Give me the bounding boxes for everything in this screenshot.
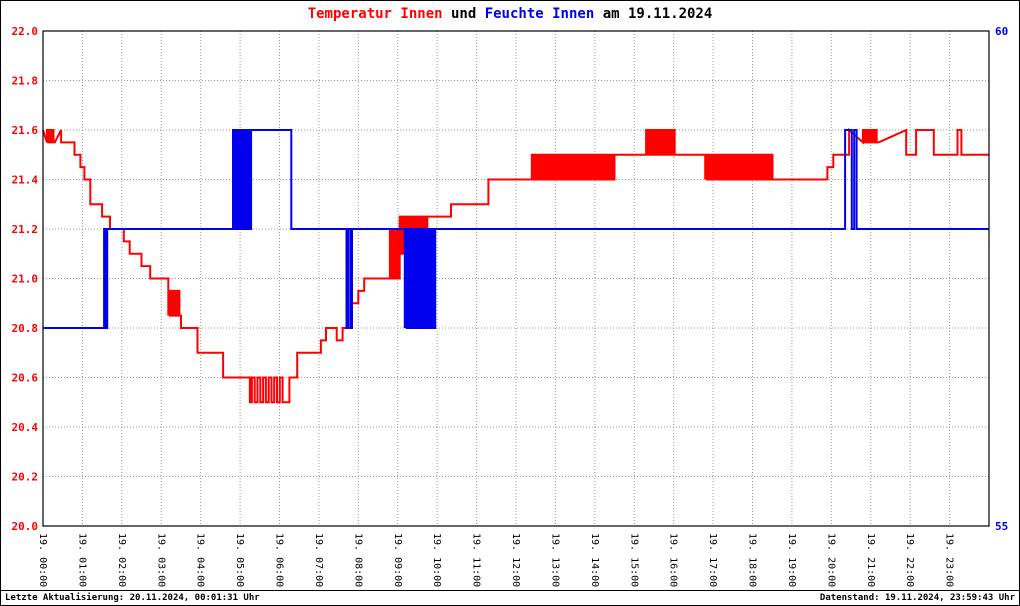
- y-axis-left-label: 20.6: [12, 372, 39, 385]
- title-temperature-label: Temperatur Innen: [307, 6, 443, 22]
- y-axis-left-label: 21.6: [12, 124, 39, 137]
- x-axis-label: 19. 19:00: [786, 533, 797, 587]
- title-conjunction: und: [442, 6, 485, 22]
- y-axis-left-label: 22.0: [12, 25, 39, 38]
- x-axis-label: 19. 08:00: [352, 533, 363, 587]
- x-axis-label: 19. 11:00: [471, 533, 482, 587]
- x-axis-label: 19. 22:00: [904, 533, 915, 587]
- x-axis-label: 19. 03:00: [155, 533, 166, 587]
- x-axis-label: 19. 13:00: [549, 533, 560, 587]
- chart-title: Temperatur Innen und Feuchte Innen am 19…: [1, 6, 1019, 22]
- x-axis-label: 19. 12:00: [510, 533, 521, 587]
- x-axis-label: 19. 02:00: [116, 533, 127, 587]
- x-axis-label: 19. 00:00: [37, 533, 48, 587]
- x-axis-label: 19. 15:00: [628, 533, 639, 587]
- x-axis-label: 19. 06:00: [274, 533, 285, 587]
- x-axis-label: 19. 17:00: [707, 533, 718, 587]
- y-axis-left-label: 21.0: [12, 273, 39, 286]
- x-axis-label: 19. 01:00: [76, 533, 87, 587]
- x-axis-label: 19. 04:00: [195, 533, 206, 587]
- data-state-text: Datenstand: 19.11.2024, 23:59:43 Uhr: [819, 593, 1015, 603]
- x-axis-label: 19. 05:00: [234, 533, 245, 587]
- y-axis-left-label: 20.8: [12, 322, 39, 335]
- x-axis-label: 19. 10:00: [431, 533, 442, 587]
- y-axis-left-label: 20.0: [12, 520, 39, 533]
- feuchte-innen-series-line: [43, 129, 989, 329]
- y-axis-left-label: 20.4: [12, 421, 39, 434]
- title-date: am 19.11.2024: [594, 6, 713, 22]
- x-axis-label: 19. 18:00: [747, 533, 758, 587]
- last-update-text: Letzte Aktualisierung: 20.11.2024, 00:01…: [5, 593, 260, 603]
- x-axis-label: 19. 14:00: [589, 533, 600, 587]
- footer-bar: Letzte Aktualisierung: 20.11.2024, 00:01…: [1, 590, 1019, 605]
- y-axis-right-label: 55: [995, 520, 1008, 533]
- title-humidity-label: Feuchte Innen: [484, 6, 595, 22]
- y-axis-right-label: 60: [995, 25, 1008, 38]
- x-axis-label: 19. 09:00: [392, 533, 403, 587]
- temperatur-innen-series-line: [42, 127, 989, 404]
- x-axis-label: 19. 20:00: [825, 533, 836, 587]
- y-axis-left-label: 21.4: [12, 174, 39, 187]
- x-axis-label: 19. 16:00: [668, 533, 679, 587]
- x-axis-label: 19. 07:00: [313, 533, 324, 587]
- x-axis-label: 19. 23:00: [944, 533, 955, 587]
- y-axis-left-label: 20.2: [12, 471, 39, 484]
- y-axis-left-label: 21.2: [12, 223, 39, 236]
- x-axis-label: 19. 21:00: [865, 533, 876, 587]
- y-axis-left-label: 21.8: [12, 75, 39, 88]
- plot-frame: [42, 30, 990, 527]
